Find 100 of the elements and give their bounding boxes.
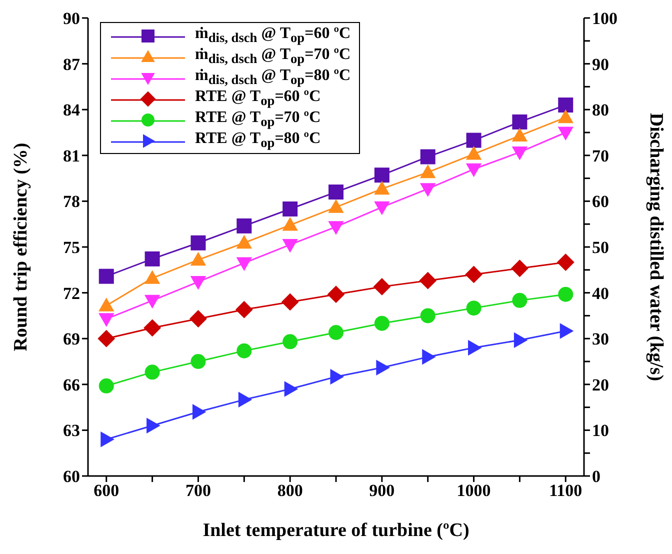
point — [236, 257, 252, 271]
y2-tick-label: 100 — [592, 9, 618, 28]
point — [144, 319, 161, 336]
x-tick-label: 600 — [94, 481, 120, 500]
point — [144, 364, 160, 380]
point — [466, 146, 482, 160]
point — [328, 200, 344, 213]
point — [512, 114, 528, 130]
x-tick-label: 700 — [185, 481, 211, 500]
point — [282, 238, 298, 252]
legend-label: RTE @ T$_{op}$=70 ºC — [195, 108, 321, 130]
point — [330, 369, 344, 384]
point — [98, 268, 114, 284]
y-tick-label: 81 — [63, 146, 80, 166]
y-tick-label: 60 — [63, 467, 80, 486]
point — [466, 132, 482, 148]
y-tick-label: 84 — [63, 100, 80, 120]
y2-tick-label: 90 — [592, 54, 609, 74]
y-tick-label: 69 — [63, 330, 80, 349]
point — [374, 316, 390, 331]
point — [190, 354, 206, 369]
legend-label: RTE @ T$_{op}$=80 ºC — [195, 130, 321, 152]
point — [558, 98, 574, 113]
point — [282, 334, 298, 350]
point — [98, 330, 115, 348]
point — [236, 301, 253, 318]
point — [236, 218, 252, 234]
y2-tick-label: 30 — [592, 330, 609, 349]
point — [374, 181, 390, 195]
point — [144, 294, 160, 308]
y2-tick-label: 70 — [592, 146, 609, 166]
y2-tick-label: 50 — [592, 238, 609, 258]
point — [558, 110, 574, 124]
y-tick-label: 75 — [63, 238, 80, 258]
point — [284, 381, 298, 396]
legend-label: ṁ$_{dis, dsch}$ @ T$_{op}$=80 ºC — [195, 66, 351, 88]
point — [190, 235, 206, 250]
point — [328, 286, 344, 303]
point — [514, 332, 528, 348]
point — [328, 221, 344, 234]
point — [420, 164, 436, 178]
point — [190, 252, 206, 266]
point — [98, 313, 114, 326]
point — [190, 310, 207, 328]
point — [144, 251, 160, 266]
y-tick-label: 72 — [63, 284, 80, 303]
y-tick-label: 90 — [63, 9, 80, 28]
y-tick-label: 87 — [63, 54, 80, 74]
point — [560, 323, 574, 338]
point — [512, 292, 528, 308]
x-tick-label: 800 — [277, 481, 303, 500]
point — [466, 300, 482, 316]
y2-tick-label: 10 — [592, 421, 609, 440]
point — [557, 254, 574, 271]
point — [236, 235, 252, 249]
y2-axis-title: Discharging distilled water (kg/s) — [645, 112, 666, 382]
y2-tick-label: 0 — [592, 467, 600, 486]
point — [282, 293, 299, 310]
point — [146, 418, 160, 434]
y-tick-label: 63 — [63, 421, 80, 440]
point — [192, 404, 206, 420]
point — [374, 168, 390, 183]
y-tick-label: 78 — [63, 192, 80, 212]
y-tick-label: 66 — [63, 375, 80, 394]
point — [374, 201, 390, 215]
legend-label: RTE @ T$_{op}$=60 ºC — [195, 88, 321, 110]
point — [376, 360, 390, 376]
point — [282, 201, 298, 216]
legend-label: ṁ$_{dis, dsch}$ @ T$_{op}$=60 ºC — [195, 24, 351, 46]
point — [328, 324, 344, 340]
point — [100, 432, 114, 447]
point — [328, 184, 344, 200]
x-tick-label: 1000 — [456, 481, 491, 500]
point — [98, 378, 114, 394]
x-tick-label: 1100 — [549, 481, 582, 500]
point — [512, 128, 528, 142]
point — [98, 298, 114, 312]
x-tick-label: 900 — [369, 481, 395, 500]
point — [282, 218, 298, 231]
x-axis-title: Inlet temperature of turbine (ºC) — [202, 520, 470, 541]
y2-tick-label: 80 — [592, 100, 609, 120]
y-axis-title: Round trip efficiency (%) — [10, 142, 32, 352]
point — [144, 270, 160, 284]
point — [422, 349, 436, 364]
point — [420, 308, 436, 324]
point — [236, 343, 252, 358]
point — [373, 278, 390, 296]
point — [420, 183, 436, 196]
point — [420, 149, 436, 164]
point — [512, 146, 528, 160]
point — [238, 392, 252, 408]
y2-tick-label: 60 — [592, 192, 609, 212]
point — [419, 272, 436, 290]
point — [558, 126, 574, 140]
point — [558, 286, 574, 302]
point — [190, 276, 206, 290]
y2-tick-label: 40 — [592, 284, 609, 303]
y2-tick-label: 20 — [592, 375, 609, 394]
point — [511, 260, 528, 277]
point — [468, 340, 482, 356]
